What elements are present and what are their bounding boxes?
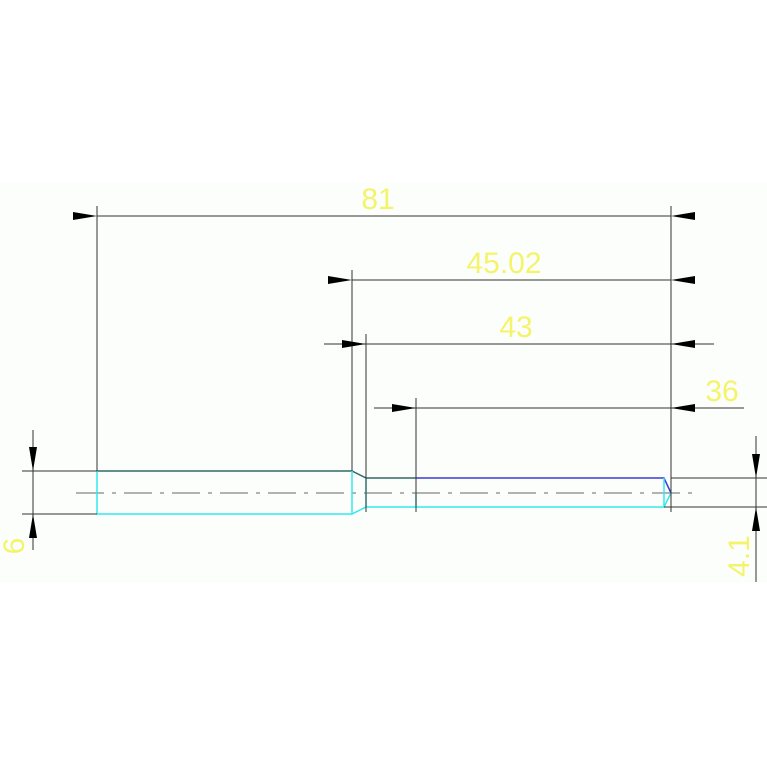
dim-4-1-text: 4.1 xyxy=(723,535,756,577)
dim-36-text: 36 xyxy=(705,375,738,408)
dimension-lines xyxy=(29,212,760,582)
drawing-area xyxy=(0,183,767,583)
dim-43-text: 43 xyxy=(499,311,532,344)
dim-81-text: 81 xyxy=(361,183,394,216)
extension-lines xyxy=(22,206,767,515)
dim-45-text: 45.02 xyxy=(466,247,541,280)
dim-6-text: 6 xyxy=(0,538,31,555)
